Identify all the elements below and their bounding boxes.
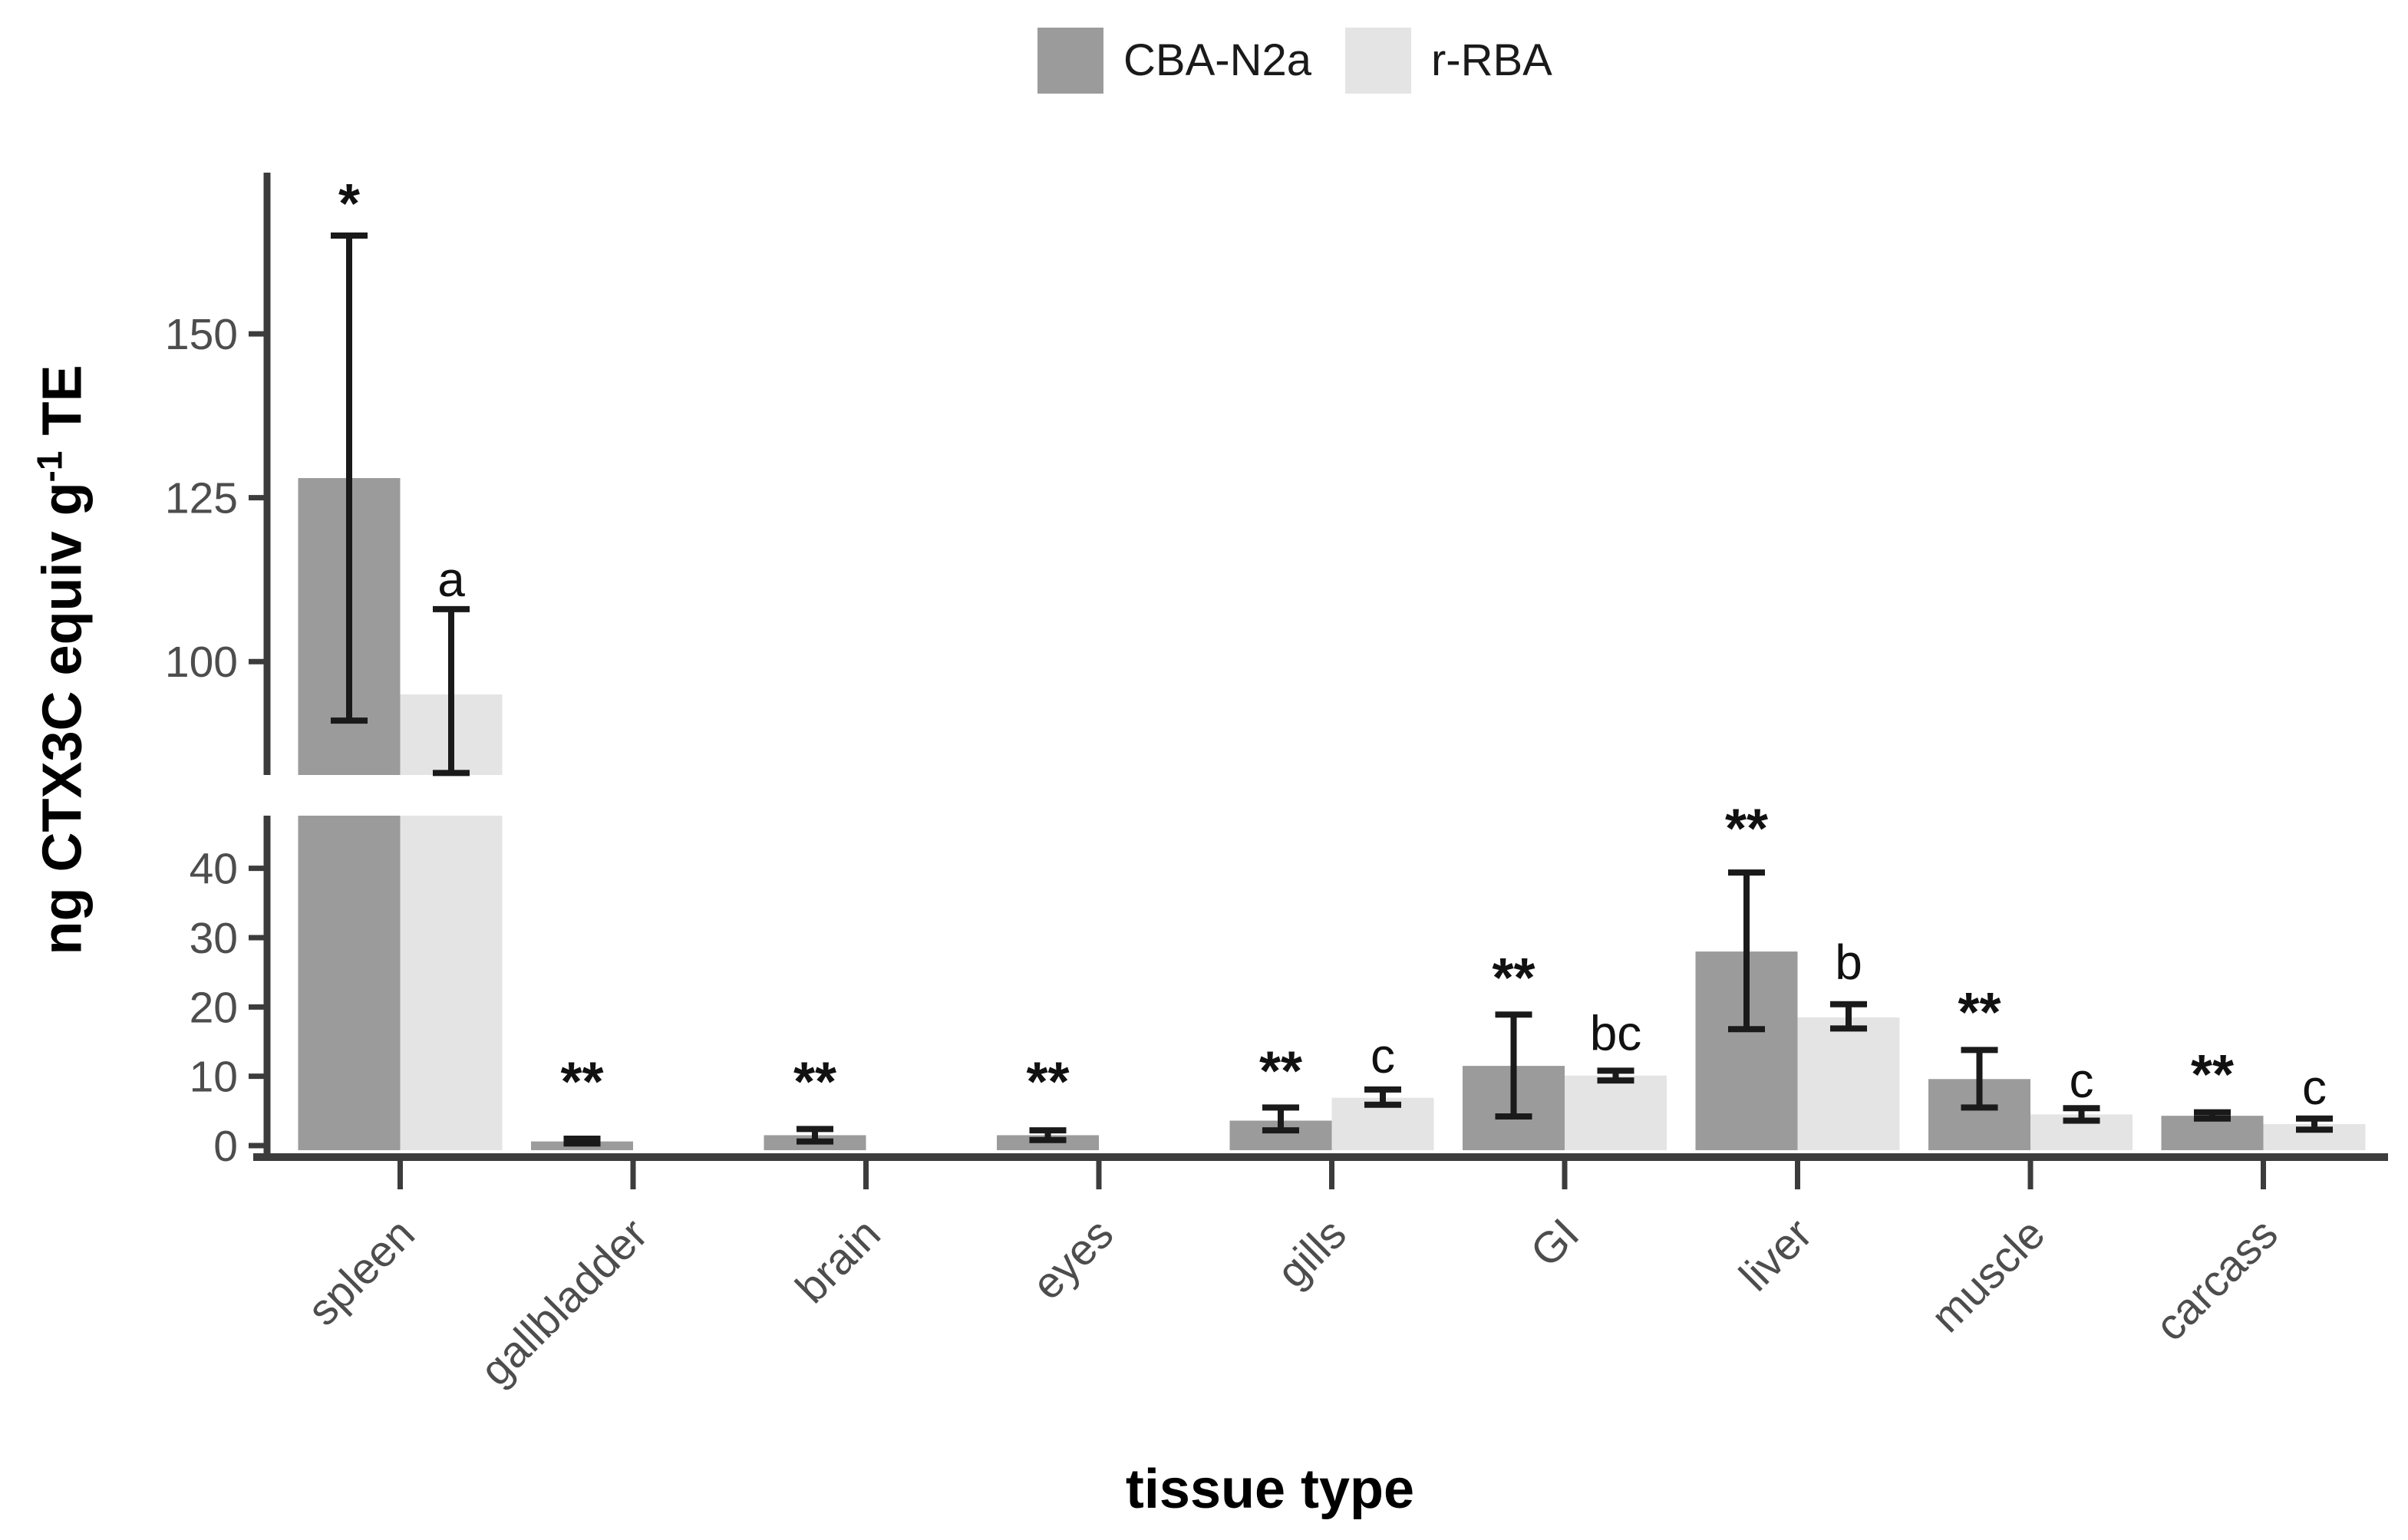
annotation-muscle-r-rba: c bbox=[2070, 1053, 2094, 1108]
annotation-spleen-r-rba: a bbox=[437, 552, 465, 607]
y-tick-label-10: 10 bbox=[190, 1053, 238, 1102]
x-tick-label-gills: gills bbox=[1268, 1209, 1356, 1298]
annotation-liver-r-rba: b bbox=[1835, 935, 1862, 990]
annotation-brain-cba-n2a: ** bbox=[793, 1051, 836, 1113]
x-tick-label-muscle: muscle bbox=[1921, 1209, 2054, 1342]
legend-label-cba-n2a: CBA-N2a bbox=[1123, 35, 1311, 85]
y-tick-label-100: 100 bbox=[165, 638, 238, 687]
annotation-gallbladder-cba-n2a: ** bbox=[560, 1051, 603, 1113]
bar-spleen-cba-n2a bbox=[298, 816, 401, 1150]
y-tick-label-30: 30 bbox=[190, 914, 238, 963]
bar-spleen-r-rba bbox=[400, 816, 503, 1150]
annotation-liver-cba-n2a: ** bbox=[1725, 799, 1768, 860]
y-axis-title-suffix: TE bbox=[31, 364, 94, 451]
annotation-carcass-r-rba: c bbox=[2302, 1060, 2327, 1115]
y-axis-title-superscript: -1 bbox=[29, 450, 70, 483]
y-tick-label-40: 40 bbox=[190, 845, 238, 894]
x-tick-label-eyes: eyes bbox=[1023, 1209, 1123, 1309]
bar-gi-r-rba bbox=[1565, 1075, 1667, 1150]
y-tick-label-150: 150 bbox=[165, 310, 238, 359]
legend: CBA-N2a r-RBA bbox=[1037, 28, 1552, 94]
x-tick-label-spleen: spleen bbox=[299, 1209, 424, 1335]
annotation-spleen-cba-n2a: * bbox=[338, 173, 360, 235]
x-tick-label-gallbladder: gallbladder bbox=[471, 1209, 657, 1395]
annotation-gills-r-rba: c bbox=[1371, 1028, 1395, 1083]
x-tick-label-liver: liver bbox=[1730, 1209, 1822, 1301]
bar-liver-r-rba bbox=[1797, 1017, 1900, 1150]
y-axis-title-text: ng CTX3C equiv g bbox=[31, 482, 94, 955]
legend-label-r-rba: r-RBA bbox=[1430, 35, 1552, 85]
x-tick-label-GI: GI bbox=[1521, 1209, 1588, 1277]
y-tick-label-0: 0 bbox=[213, 1122, 238, 1171]
y-tick-label-125: 125 bbox=[165, 474, 238, 523]
x-axis-title: tissue type bbox=[1125, 1459, 1415, 1520]
annotation-gi-cba-n2a: ** bbox=[1492, 948, 1535, 1009]
annotation-muscle-cba-n2a: ** bbox=[1958, 982, 2001, 1044]
annotation-carcass-cba-n2a: ** bbox=[2191, 1044, 2234, 1106]
x-tick-label-brain: brain bbox=[787, 1209, 890, 1313]
annotation-gills-cba-n2a: ** bbox=[1259, 1041, 1302, 1103]
legend-swatch-cba-n2a bbox=[1037, 28, 1103, 94]
annotation-gi-r-rba: bc bbox=[1590, 1005, 1642, 1060]
annotation-eyes-cba-n2a: ** bbox=[1026, 1051, 1069, 1113]
legend-swatch-r-rba bbox=[1344, 28, 1411, 94]
x-tick-label-carcass: carcass bbox=[2146, 1209, 2288, 1350]
y-tick-label-20: 20 bbox=[190, 983, 238, 1032]
y-axis-title: ng CTX3C equiv g-1 TE bbox=[29, 365, 94, 955]
